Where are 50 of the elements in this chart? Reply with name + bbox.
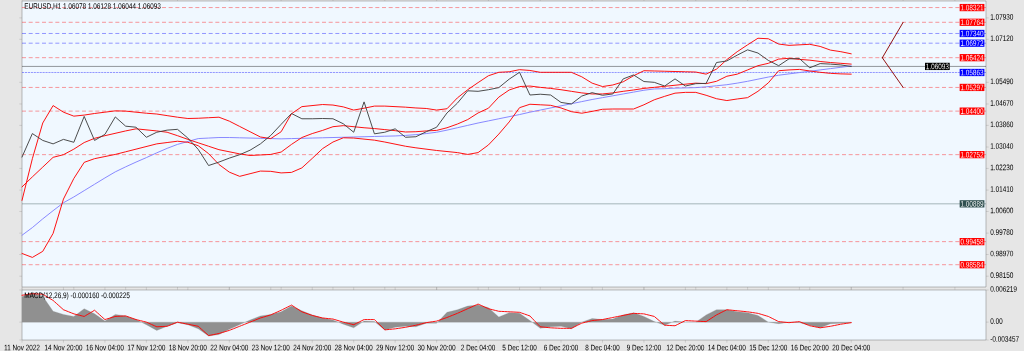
x-tick-label: 22 Nov 04:00 — [210, 344, 249, 351]
x-tick-label: 18 Nov 20:00 — [169, 344, 207, 351]
y-tick-label: 1.07930 — [990, 14, 1014, 20]
ref-line-label: 1.04400 — [960, 108, 984, 114]
chart-title: EURUSD,H1 1.06078 1.06128 1.06044 1.06093 — [24, 3, 161, 10]
x-tick-label: 17 Nov 12:00 — [127, 344, 166, 351]
y-tick-label: 1.04670 — [990, 100, 1014, 106]
y-tick-label: 1.03040 — [990, 143, 1014, 149]
y-tick-label: 1.07120 — [990, 35, 1014, 42]
y-tick-label: 0.00 — [990, 318, 1003, 324]
ref-line-label: 1.07340 — [960, 30, 984, 37]
x-tick-label: 2 Dec 04:00 — [461, 344, 496, 351]
x-tick-label: 5 Dec 12:00 — [502, 344, 537, 351]
x-tick-label: 16 Nov 04:00 — [86, 344, 124, 351]
x-tick-label: 12 Dec 20:00 — [666, 344, 705, 351]
x-tick-label: 11 Nov 2022 — [4, 344, 40, 351]
x-tick-label: 9 Dec 12:00 — [626, 344, 661, 351]
x-tick-label: 6 Dec 20:00 — [544, 344, 578, 351]
x-tick-label: 20 Dec 04:00 — [832, 344, 871, 351]
y-tick-label: 0.98150 — [990, 272, 1014, 278]
y-tick-label: 0.006219 — [990, 286, 1017, 292]
x-tick-label: 14 Nov 20:00 — [44, 344, 83, 351]
y-tick-label: 1.00600 — [990, 207, 1014, 214]
ref-line-label: 0.99458 — [960, 238, 984, 245]
x-tick-label: 29 Nov 12:00 — [376, 344, 414, 351]
ref-line-label: 1.06972 — [960, 40, 984, 47]
x-tick-label: 15 Dec 12:00 — [749, 344, 788, 351]
y-tick-label: 0.98970 — [990, 250, 1014, 257]
ref-line-label: 0.98584 — [960, 261, 984, 268]
y-tick-label: 0.99780 — [990, 229, 1014, 235]
ref-line-label: 1.07764 — [960, 19, 984, 26]
ref-line-label: 1.06424 — [960, 54, 984, 61]
y-tick-label: -0.003457 — [990, 336, 1019, 342]
x-tick-label: 14 Dec 04:00 — [708, 344, 746, 351]
x-tick-label: 16 Dec 20:00 — [791, 344, 829, 351]
y-tick-label: 1.02230 — [990, 164, 1014, 171]
ref-line-label: 1.02752 — [960, 151, 984, 158]
ref-line-label: 1.05863 — [960, 69, 984, 76]
x-tick-label: 30 Nov 20:00 — [417, 344, 456, 351]
y-tick-label: 1.05490 — [990, 78, 1014, 85]
y-tick-label: 1.01410 — [990, 186, 1014, 192]
x-tick-label: 28 Nov 04:00 — [334, 344, 373, 351]
x-tick-label: 24 Nov 20:00 — [293, 344, 332, 351]
ref-line-label: 1.08321 — [960, 4, 984, 11]
x-tick-label: 8 Dec 04:00 — [585, 344, 620, 351]
ref-line-label: 1.00889 — [960, 201, 984, 207]
x-tick-label: 23 Nov 12:00 — [252, 344, 290, 351]
ref-line-label: 1.06093 — [926, 63, 949, 70]
ref-line-label: 1.05297 — [960, 84, 984, 91]
y-tick-label: 1.03860 — [990, 121, 1014, 128]
